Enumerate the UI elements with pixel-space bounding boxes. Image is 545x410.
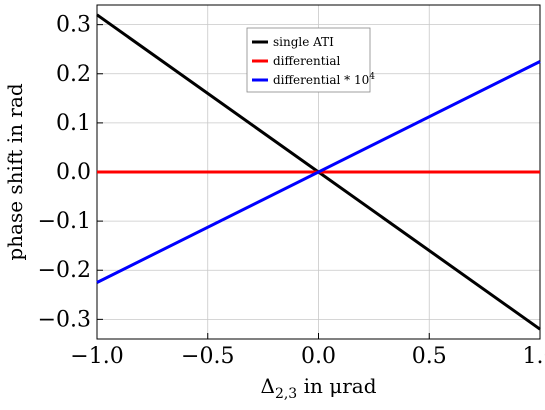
y-tick-label: −0.3	[38, 307, 91, 332]
legend-label: differential	[273, 54, 341, 68]
legend-label: single ATI	[273, 35, 334, 49]
x-axis-title-main: Δ	[261, 374, 275, 398]
y-axis-title: phase shift in rad	[3, 83, 27, 261]
y-tick-label: 0.1	[56, 111, 91, 136]
legend-label: differential * 104	[273, 72, 375, 87]
y-tick-label: 0.0	[56, 160, 91, 185]
legend-label-superscript: 4	[369, 72, 375, 82]
x-tick-label: 0.0	[301, 344, 336, 369]
legend: single ATI differential differential * 104	[246, 27, 375, 93]
x-tick-label: 0.5	[412, 344, 447, 369]
x-axis-title: Δ2,3 in μrad	[261, 374, 377, 402]
axis-ticks: −1.0 −0.5 0.0 0.5 1.0 0.3 0.2 0.1 0.0 −0.1 −0.2 −0.…	[38, 13, 545, 369]
y-tick-label: 0.3	[56, 13, 91, 38]
y-tick-label: −0.2	[38, 258, 91, 283]
series-line-3	[96, 60, 541, 284]
x-axis-title-sub: 2,3	[275, 386, 297, 402]
y-tick-label: −0.1	[38, 209, 91, 234]
x-tick-label: −0.5	[181, 344, 234, 369]
x-axis-title-rest: in μrad	[297, 374, 376, 398]
x-tick-label: −1.0	[70, 344, 123, 369]
y-tick-label: 0.2	[56, 62, 91, 87]
series-lines	[96, 13, 541, 331]
x-tick-label: 1.0	[523, 344, 545, 369]
